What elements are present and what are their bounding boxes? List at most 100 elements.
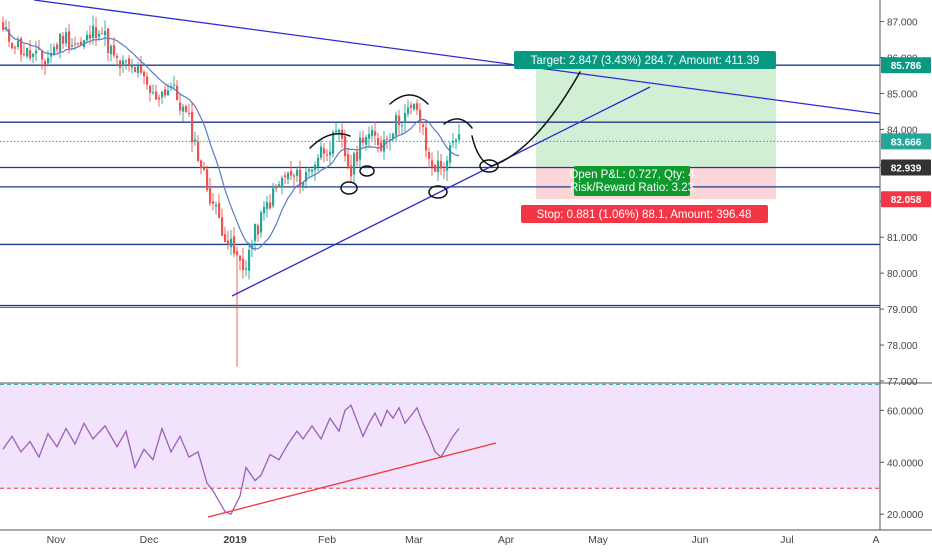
candle-body [296,170,299,176]
time-tick-label: Nov [47,534,66,546]
candle-body [47,57,50,64]
candle-body [452,140,455,143]
candle-body [311,169,314,172]
candle-body [146,76,149,85]
candle-body [155,91,158,100]
left-shoulder-arc [309,133,351,149]
candle-body [320,146,323,158]
candle-body [29,50,32,59]
candle-body [104,31,107,36]
candle-body [227,240,230,245]
rsi-pane [0,383,880,518]
rsi-tick-label: 40.0000 [887,458,924,469]
projected-path [471,71,581,167]
candle-body [8,29,11,42]
price-tick-label: 84.000 [887,125,918,136]
candle-body [221,217,224,236]
moving-average-series [2,27,460,250]
price-tag-box [881,191,931,208]
candle-body [236,251,239,256]
price-tick-label: 77.000 [887,377,918,388]
candle-body [218,202,221,218]
info-label-line1: Open P&L: 0.727, Qty: 4 [569,169,695,181]
price-tick-label: 80.000 [887,269,918,280]
pivot-circle-2 [359,165,375,177]
candle-body [275,186,278,189]
candle-body [287,172,290,180]
time-tick-label: Jul [780,534,793,546]
candle-body [413,103,416,110]
candle-body [215,204,218,207]
candle-body [386,138,389,140]
time-tick-label: Jun [692,534,709,546]
price-tag-stop: 82.058 [891,195,922,206]
candle-body [59,33,62,52]
right-shoulder-arc [443,118,473,129]
candle-body [89,34,92,39]
candle-body [302,182,305,186]
candle-body [329,151,332,156]
candle-body [368,133,371,139]
candle-body [203,167,206,170]
price-tick-label: 81.000 [887,233,918,244]
candle-body [431,160,434,167]
candle-body [407,107,410,114]
profit-zone [536,65,776,168]
candle-body [374,131,377,136]
hand-drawn-annotations[interactable] [33,0,881,297]
price-tick-label: 85.000 [887,89,918,100]
candle-body [281,177,284,188]
candle-body [26,47,29,57]
candle-body [131,64,134,68]
candle-body [293,175,296,177]
candle-body [116,55,119,58]
candle-body [269,202,272,209]
candle-body [74,43,77,45]
rsi-tick-label: 60.0000 [887,406,924,417]
candle-body [23,54,26,56]
candle-body [347,154,350,167]
candle-body [107,28,110,54]
position-labels: Target: 2.847 (3.43%) 284.7, Amount: 411… [514,51,776,223]
price-tag-up: 83.666 [891,137,922,148]
candle-body [353,153,356,175]
candle-body [62,35,65,44]
candle-body [167,90,170,96]
candle-body [326,154,329,156]
time-tick-label: Mar [405,534,424,546]
rsi-line [2,404,460,516]
rsi-trendline [207,442,497,518]
price-tick-label: 79.000 [887,305,918,316]
candle-body [455,139,458,143]
candle-body [242,258,245,271]
candle-body [239,255,242,261]
candle-body [86,34,89,41]
candle-body [389,139,392,141]
candle-body [290,170,293,176]
candle-body [356,151,359,162]
candle-body [251,243,254,249]
candle-body [308,169,311,172]
candle-body [209,188,212,204]
candle-body [212,201,215,204]
candle-body [17,40,20,48]
candle-body [278,184,281,187]
candle-body [11,43,14,49]
candle-body [56,44,59,50]
candle-body [68,31,71,49]
candle-body [173,84,176,86]
candle-body [200,160,203,169]
candle-body [230,238,233,248]
candle-body [206,169,209,191]
candle-body [158,97,161,100]
candle-body [419,110,422,124]
price-tag-dark: 82.939 [891,164,922,175]
candle-body [143,71,146,77]
candle-body [119,60,122,68]
candle-body [185,106,188,112]
candle-body [254,223,257,241]
candle-body [266,202,269,210]
candle-body [317,157,320,167]
